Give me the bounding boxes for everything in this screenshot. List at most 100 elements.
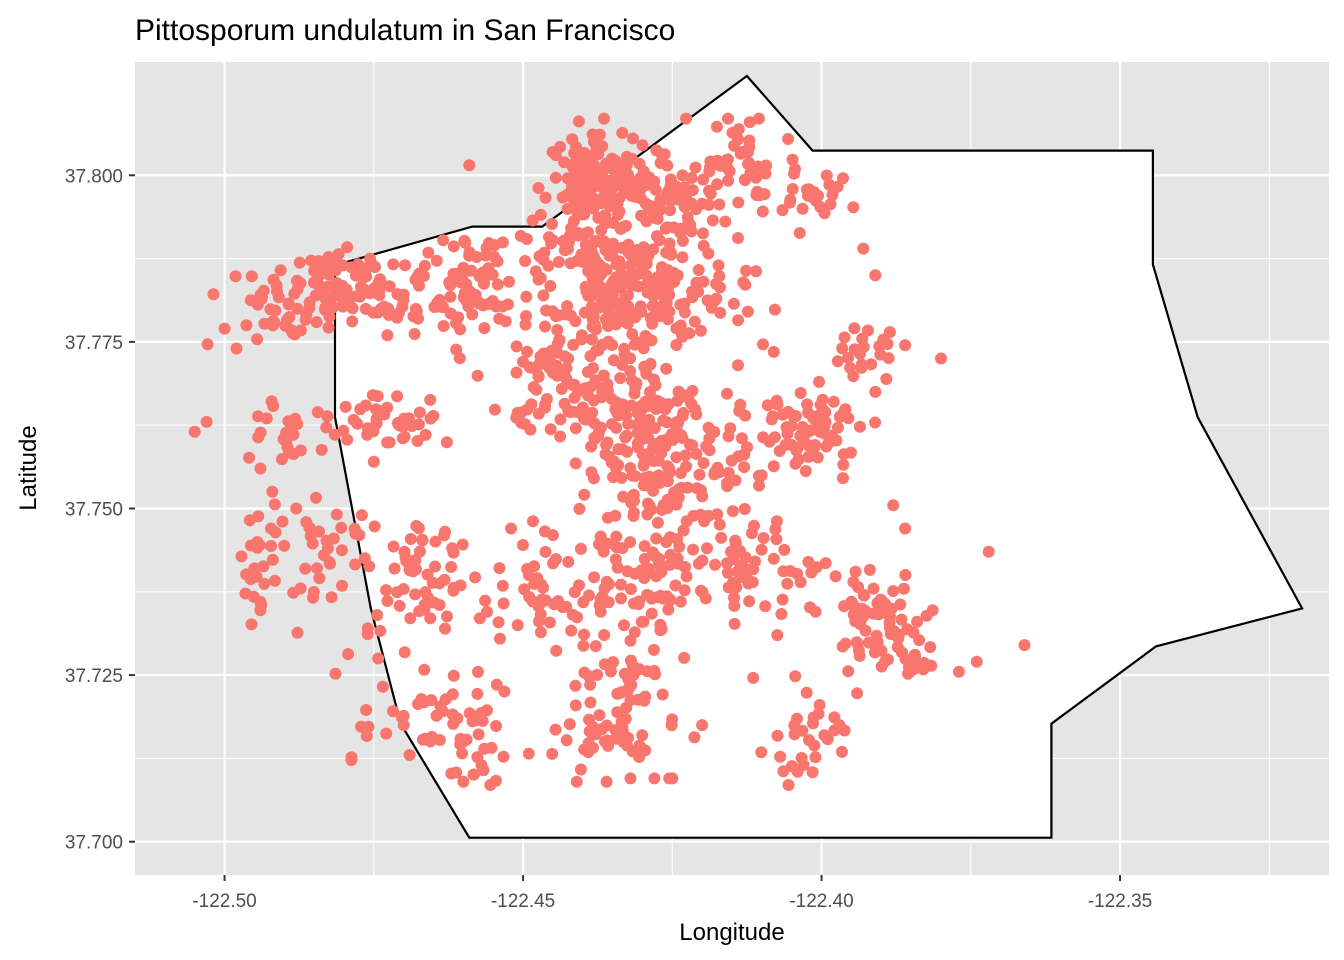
tree-point: [458, 234, 471, 247]
tree-point: [753, 479, 765, 492]
tree-point: [794, 387, 807, 399]
tree-point: [838, 331, 851, 344]
tree-point: [308, 276, 320, 289]
tree-point: [767, 460, 780, 473]
tree-point: [857, 588, 870, 601]
tree-point: [530, 383, 543, 396]
tree-point: [624, 365, 637, 378]
tree-point: [330, 277, 343, 290]
tree-point: [661, 460, 674, 473]
tree-point: [622, 672, 635, 685]
tree-point: [516, 539, 529, 551]
tree-point: [596, 590, 609, 603]
tree-point: [303, 521, 316, 534]
tree-point: [360, 704, 373, 716]
tree-point: [243, 451, 256, 464]
tree-point: [661, 475, 674, 488]
tree-point: [382, 309, 395, 321]
tree-point: [755, 746, 768, 759]
tree-point: [564, 257, 577, 270]
tree-point: [446, 542, 459, 555]
tree-point: [678, 651, 691, 664]
tree-point: [540, 304, 553, 317]
tree-point: [853, 420, 866, 433]
tree-point: [818, 207, 831, 220]
tree-point: [701, 294, 714, 307]
tree-point: [837, 472, 849, 485]
tree-point: [869, 416, 882, 429]
tree-point: [563, 718, 576, 731]
tree-point: [486, 268, 499, 281]
tree-point: [696, 490, 709, 503]
tree-point: [883, 326, 896, 339]
tree-point: [339, 400, 352, 413]
tree-point: [534, 350, 547, 363]
tree-point: [367, 306, 380, 319]
tree-point: [657, 414, 670, 427]
tree-point: [677, 524, 690, 537]
tree-point: [463, 159, 476, 172]
tree-point: [567, 338, 580, 351]
tree-point: [447, 268, 460, 280]
tree-point: [570, 775, 583, 788]
tree-point: [647, 484, 660, 497]
tree-point: [797, 759, 810, 771]
tree-point: [638, 553, 651, 565]
tree-point: [697, 227, 709, 240]
tree-point: [549, 723, 562, 736]
tree-point: [777, 565, 790, 578]
tree-point: [452, 311, 465, 324]
tree-point: [532, 182, 545, 194]
tree-point: [398, 545, 411, 558]
tree-point: [514, 229, 527, 242]
tree-point: [702, 198, 715, 211]
tree-point: [618, 348, 631, 361]
tree-point: [532, 407, 545, 420]
tree-point: [743, 141, 756, 153]
tree-point: [715, 531, 728, 544]
tree-point: [857, 242, 870, 255]
tree-point: [566, 608, 579, 621]
tree-point: [654, 624, 667, 637]
tree-point: [805, 424, 817, 437]
tree-point: [381, 436, 394, 449]
tree-point: [546, 529, 559, 542]
tree-point: [617, 221, 630, 234]
tree-point: [783, 196, 796, 209]
tree-point: [537, 289, 550, 302]
tree-point: [412, 522, 425, 535]
tree-point: [778, 543, 791, 556]
tree-point: [320, 421, 333, 434]
x-axis-title: Longitude: [679, 919, 784, 946]
tree-point: [478, 322, 491, 335]
tree-point: [582, 737, 595, 749]
tree-point: [544, 423, 557, 436]
tree-point: [729, 581, 742, 593]
tree-point: [260, 412, 273, 425]
tree-point: [567, 162, 580, 175]
tree-point: [322, 321, 335, 334]
tree-point: [721, 566, 734, 579]
tree-point: [524, 423, 537, 436]
tree-point: [722, 112, 734, 125]
tree-point: [311, 562, 323, 575]
tree-point: [266, 319, 279, 332]
tree-point: [546, 747, 559, 760]
tree-point: [663, 288, 676, 301]
tree-point: [670, 322, 683, 335]
tree-point: [621, 565, 634, 578]
tree-point: [569, 457, 582, 470]
tree-point: [792, 453, 805, 466]
tree-point: [503, 275, 515, 288]
tree-point: [899, 569, 912, 581]
tree-point: [398, 430, 411, 443]
tree-point: [391, 390, 404, 403]
tree-point: [605, 456, 618, 469]
tree-point: [595, 391, 608, 404]
tree-point: [679, 449, 692, 462]
tree-points: [188, 112, 1031, 791]
y-axis-title: Latitude: [15, 425, 42, 510]
tree-point: [917, 663, 930, 676]
tree-point: [745, 527, 758, 540]
tree-point: [713, 198, 726, 211]
